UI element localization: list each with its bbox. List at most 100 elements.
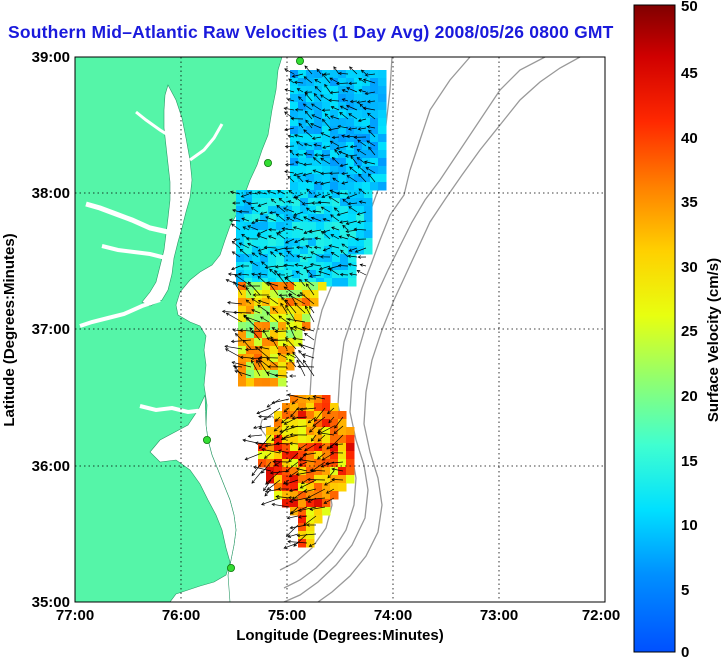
- velocity-cell: [260, 238, 269, 247]
- current-arrow: [339, 112, 349, 120]
- current-arrow: [261, 261, 268, 267]
- current-arrow: [305, 180, 313, 183]
- velocity-cell: [306, 459, 315, 468]
- velocity-cell: [306, 150, 315, 159]
- velocity-cell: [282, 475, 291, 484]
- current-arrowhead: [365, 167, 370, 171]
- velocity-cell: [290, 483, 299, 492]
- velocity-cell: [236, 206, 245, 215]
- current-arrowhead: [251, 359, 255, 364]
- velocity-cell: [262, 322, 271, 331]
- velocity-cell: [346, 475, 355, 484]
- current-arrowhead: [238, 242, 243, 246]
- current-arrowhead: [328, 419, 332, 424]
- velocity-cell: [298, 459, 307, 468]
- current-arrowhead: [305, 179, 309, 183]
- current-arrowhead: [341, 171, 345, 176]
- velocity-cell: [306, 499, 315, 508]
- velocity-cell: [340, 238, 349, 247]
- velocity-cell: [314, 78, 323, 87]
- current-arrow: [303, 172, 313, 176]
- current-arrowhead: [303, 152, 308, 156]
- current-arrowhead: [288, 473, 293, 478]
- current-arrow: [328, 416, 335, 423]
- current-arrow: [303, 265, 313, 269]
- current-arrowhead: [294, 196, 299, 200]
- current-arrow: [367, 100, 376, 103]
- velocity-cell: [268, 214, 277, 223]
- current-arrow: [290, 425, 308, 428]
- current-arrowhead: [265, 481, 269, 485]
- velocity-cell: [254, 298, 263, 307]
- current-arrowhead: [293, 325, 298, 329]
- velocity-cell: [244, 214, 253, 223]
- current-arrowhead: [221, 309, 226, 314]
- velocity-cell: [284, 270, 293, 279]
- velocity-cell: [238, 322, 247, 331]
- albemarle-inlet: [139, 404, 206, 415]
- current-arrow: [360, 264, 367, 267]
- current-arrow: [291, 398, 299, 405]
- velocity-cell: [306, 531, 315, 540]
- velocity-cell: [278, 282, 287, 291]
- current-arrow: [275, 416, 281, 422]
- velocity-cell: [308, 238, 317, 247]
- velocity-cell: [262, 282, 271, 291]
- velocity-cell: [362, 118, 371, 127]
- current-arrowhead: [322, 248, 327, 252]
- velocity-cell: [362, 110, 371, 119]
- velocity-cell: [300, 270, 309, 279]
- current-arrow: [305, 110, 313, 120]
- current-arrowhead: [329, 189, 334, 193]
- current-arrow: [297, 533, 317, 537]
- current-arrow: [326, 488, 335, 494]
- current-arrowhead: [340, 249, 344, 254]
- velocity-cell: [306, 110, 315, 119]
- current-arrowhead: [233, 281, 237, 285]
- current-arrowhead: [241, 284, 246, 288]
- current-arrow: [268, 282, 279, 296]
- velocity-cell: [322, 427, 331, 436]
- current-arrowhead: [329, 171, 333, 176]
- velocity-cell: [270, 282, 279, 291]
- velocity-cell: [330, 182, 339, 191]
- current-arrow: [326, 443, 335, 450]
- velocity-cell: [332, 222, 341, 231]
- current-arrow: [357, 139, 367, 147]
- current-arrow: [263, 479, 272, 491]
- velocity-cell: [330, 166, 339, 175]
- rappahannock-river: [101, 244, 167, 260]
- current-arrowhead: [294, 108, 299, 112]
- velocity-cell: [306, 411, 315, 420]
- current-arrowhead: [259, 211, 264, 216]
- velocity-cell: [252, 222, 261, 231]
- current-arrowhead: [358, 200, 363, 204]
- velocity-cell: [338, 158, 347, 167]
- current-arrow: [246, 317, 261, 332]
- current-arrow: [355, 247, 367, 253]
- current-arrow: [341, 135, 349, 138]
- current-arrowhead: [306, 397, 311, 401]
- velocity-cell: [260, 222, 269, 231]
- velocity-cell: [276, 254, 285, 263]
- current-arrowhead: [325, 461, 330, 466]
- current-arrowhead: [277, 352, 281, 356]
- current-arrow: [332, 177, 340, 183]
- velocity-cell: [348, 206, 357, 215]
- current-arrowhead: [296, 533, 301, 538]
- velocity-cell: [346, 427, 355, 436]
- current-arrow: [298, 123, 304, 129]
- current-arrowhead: [227, 272, 232, 276]
- current-arrow: [296, 255, 304, 258]
- current-arrowhead: [303, 265, 307, 270]
- current-arrow: [270, 470, 290, 474]
- velocity-cell: [346, 459, 355, 468]
- current-arrow: [366, 140, 376, 147]
- current-arrowhead: [324, 113, 329, 117]
- current-arrowhead: [288, 488, 293, 493]
- current-arrow: [309, 425, 317, 433]
- current-arrowhead: [364, 73, 369, 77]
- current-arrow: [312, 136, 322, 140]
- current-arrowhead: [271, 502, 276, 507]
- velocity-cell: [324, 230, 333, 239]
